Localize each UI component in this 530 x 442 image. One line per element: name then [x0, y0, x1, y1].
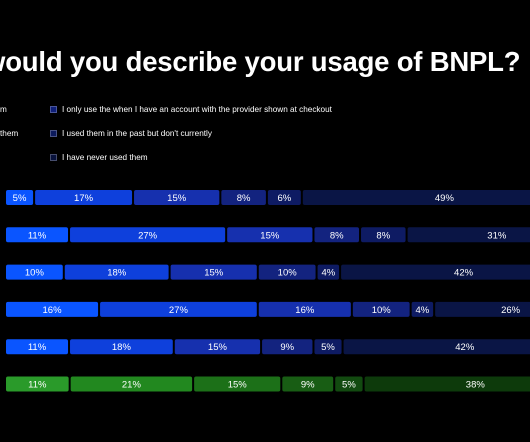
bar-segment	[70, 227, 226, 243]
data-label: 10%	[278, 268, 298, 279]
legend-label: I used them in the past but don't curren…	[62, 129, 212, 138]
legend-item-3: I only use the when I have an account wi…	[50, 105, 332, 114]
data-label: 15%	[208, 342, 228, 353]
bar-segment	[343, 339, 530, 355]
bar-segment	[302, 190, 530, 205]
bar-segment	[35, 190, 133, 205]
data-label: 16%	[43, 305, 63, 316]
data-label: 27%	[138, 230, 158, 241]
data-label: 15%	[167, 193, 187, 204]
bar-segment	[227, 227, 313, 243]
data-label: 15%	[204, 268, 224, 279]
bar-segment	[70, 376, 193, 392]
bar-segment	[6, 301, 99, 317]
bar-segment	[314, 227, 360, 243]
data-label: 42%	[455, 342, 475, 353]
legend-label: m	[0, 105, 7, 114]
data-label: 6%	[277, 193, 291, 204]
data-label: 15%	[260, 230, 280, 241]
bar-segment	[258, 301, 351, 317]
bar-segment	[282, 376, 334, 392]
data-label: 8%	[330, 230, 344, 241]
bar-segment	[352, 301, 410, 317]
bar-segment	[6, 264, 63, 280]
bar-segment	[221, 190, 266, 205]
data-label: 11%	[28, 342, 47, 353]
bar-segment	[407, 227, 530, 243]
data-label: 9%	[301, 380, 315, 391]
legend-item-4: I used them in the past but don't curren…	[50, 129, 212, 138]
bar-segment	[364, 376, 530, 392]
data-label: 8%	[237, 193, 251, 204]
data-label: 10%	[372, 305, 392, 316]
data-label: 38%	[466, 380, 486, 391]
legend-item-2: them	[0, 129, 18, 138]
bar-segment	[262, 339, 313, 355]
bar-segment	[6, 227, 69, 243]
legend-label: them	[0, 129, 19, 138]
data-label: 11%	[28, 380, 47, 391]
bar-segment	[100, 301, 257, 317]
data-label: 49%	[435, 193, 455, 204]
bar-segment	[6, 339, 69, 355]
bar-segment	[64, 264, 169, 280]
bar-segment	[6, 376, 69, 392]
legend-swatch	[50, 154, 57, 161]
data-label: 5%	[13, 193, 27, 204]
data-label: 5%	[342, 380, 356, 391]
bar-segment	[267, 190, 301, 205]
legend-swatch	[50, 130, 57, 137]
legend-label: I only use the when I have an account wi…	[62, 105, 332, 114]
bar-segment	[170, 264, 257, 280]
bar-segment	[194, 376, 281, 392]
data-label: 17%	[74, 193, 94, 204]
data-label: 26%	[501, 305, 521, 316]
bar-segment	[6, 190, 34, 205]
chart-title: would you describe your usage of BNPL?	[0, 46, 521, 77]
bar-segment	[134, 190, 220, 205]
legend-swatch	[50, 106, 57, 113]
data-label: 11%	[28, 230, 47, 241]
bar-segment	[335, 376, 363, 392]
data-label: 31%	[487, 230, 507, 241]
data-label: 16%	[295, 305, 315, 316]
bar-segment	[435, 301, 530, 317]
bar-segment	[411, 301, 434, 317]
data-label: 18%	[107, 268, 127, 279]
data-label: 27%	[169, 305, 189, 316]
data-label: 9%	[280, 342, 294, 353]
bar-segment	[317, 264, 340, 280]
legend-item-1: m	[0, 105, 7, 114]
bar-segment	[258, 264, 316, 280]
data-label: 8%	[376, 230, 390, 241]
data-label: 15%	[228, 380, 248, 391]
legend-label: I have never used them	[62, 153, 148, 162]
bar-segment	[314, 339, 342, 355]
legend-item-5: I have never used them	[50, 153, 148, 162]
bar-segment	[174, 339, 261, 355]
bar-segment	[70, 339, 173, 355]
data-label: 21%	[122, 380, 142, 391]
data-label: 10%	[25, 268, 45, 279]
data-label: 18%	[112, 342, 132, 353]
bar-segment	[361, 227, 406, 243]
data-label: 42%	[454, 268, 474, 279]
data-label: 4%	[416, 305, 430, 316]
data-label: 4%	[321, 268, 335, 279]
bar-segment	[341, 264, 530, 280]
data-label: 5%	[321, 342, 335, 353]
